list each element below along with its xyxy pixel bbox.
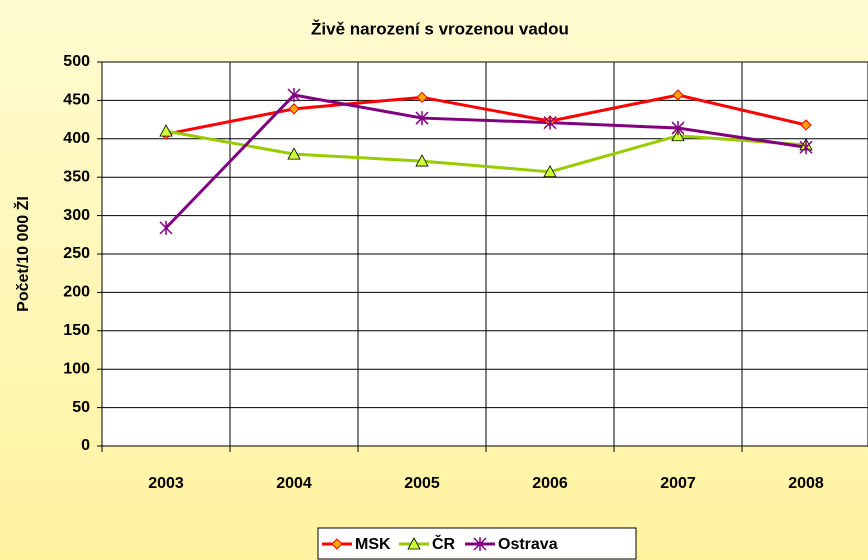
x-tick-label: 2006 bbox=[532, 475, 568, 492]
legend-marker bbox=[473, 537, 487, 551]
marker bbox=[799, 140, 813, 155]
marker bbox=[543, 115, 557, 130]
y-tick-label: 200 bbox=[63, 284, 90, 301]
marker bbox=[415, 154, 429, 167]
y-tick-label: 500 bbox=[63, 53, 90, 70]
marker bbox=[288, 103, 300, 115]
marker bbox=[415, 111, 429, 126]
legend-marker bbox=[407, 537, 421, 550]
series-line bbox=[165, 93, 807, 136]
marker bbox=[287, 88, 301, 103]
marker bbox=[672, 89, 684, 101]
y-tick-label: 0 bbox=[81, 437, 90, 454]
marker bbox=[159, 124, 173, 137]
marker bbox=[416, 91, 428, 104]
x-tick-label: 2007 bbox=[660, 475, 696, 492]
legend-label: ČR bbox=[432, 534, 456, 553]
y-tick-label: 100 bbox=[63, 360, 90, 377]
marker bbox=[543, 164, 557, 178]
x-tick-label: 2008 bbox=[788, 475, 824, 492]
marker bbox=[671, 121, 685, 136]
legend-marker bbox=[331, 538, 343, 550]
series-line bbox=[164, 93, 807, 229]
y-tick-label: 50 bbox=[72, 399, 90, 416]
chart-title: Živě narození s vrozenou vadou bbox=[311, 19, 569, 38]
x-tick-label: 2005 bbox=[404, 475, 440, 492]
y-axis-label: Počet/10 000 ŽI bbox=[13, 196, 32, 312]
legend-label: Ostrava bbox=[498, 536, 558, 553]
x-tick-label: 2004 bbox=[276, 475, 312, 492]
y-tick-label: 300 bbox=[63, 207, 90, 224]
x-tick-label: 2003 bbox=[148, 475, 184, 492]
legend-label: MSK bbox=[355, 536, 391, 553]
y-tick-label: 400 bbox=[63, 130, 90, 147]
y-tick-label: 250 bbox=[63, 245, 90, 262]
marker bbox=[159, 220, 173, 235]
series-line bbox=[165, 129, 807, 174]
marker bbox=[800, 119, 812, 131]
y-tick-label: 150 bbox=[63, 322, 90, 339]
marker bbox=[671, 128, 685, 142]
marker bbox=[287, 147, 301, 160]
y-tick-label: 450 bbox=[63, 92, 90, 109]
y-tick-label: 350 bbox=[63, 168, 90, 185]
